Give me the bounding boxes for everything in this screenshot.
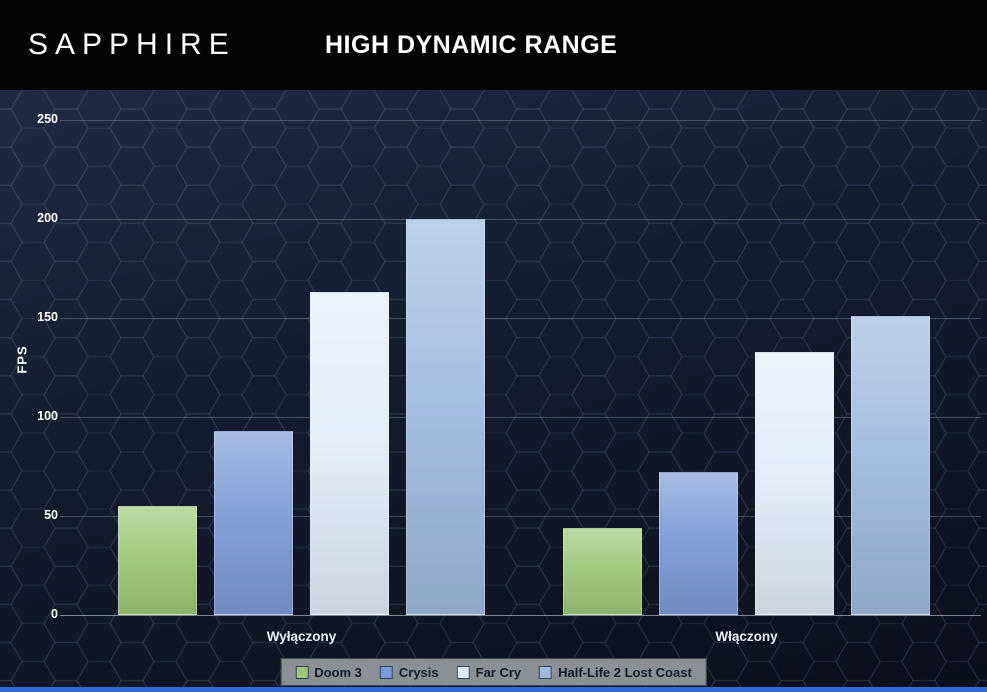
gridline [60, 516, 981, 517]
bar-far-cry [755, 351, 834, 615]
plot-area: Wyłączony Włączony [60, 120, 981, 644]
sapphire-logo: SAPPHIRE [28, 28, 236, 61]
bar-half-life-2-lost-coast [406, 219, 485, 615]
legend-swatch-icon [295, 665, 309, 679]
gridline [60, 120, 981, 121]
legend-label: Crysis [398, 664, 439, 680]
legend-item: Half-Life 2 Lost Coast [539, 665, 692, 680]
bottom-accent-bar [0, 687, 987, 692]
y-tick-label: 250 [37, 112, 58, 126]
chart-region: FPS 0 50 100 150 200 250 Wyłączony Włączony Do… [0, 90, 987, 692]
legend-label: Half-Life 2 Lost Coast [558, 664, 692, 680]
header: SAPPHIRE HIGH DYNAMIC RANGE [0, 0, 987, 90]
bar-doom-3 [118, 506, 197, 615]
legend-swatch-icon [539, 665, 553, 679]
gridline [60, 417, 981, 418]
bar-doom-3 [563, 527, 642, 615]
legend-swatch-icon [456, 665, 470, 679]
legend-item: Far Cry [456, 664, 522, 680]
y-tick-label: 50 [44, 508, 58, 522]
page-title: HIGH DYNAMIC RANGE [325, 30, 618, 59]
bar-crysis [214, 430, 293, 615]
category-label: Włączony [715, 629, 778, 644]
y-tick-label: 200 [37, 211, 58, 225]
bar-half-life-2-lost-coast [851, 316, 930, 615]
legend-label: Far Cry [475, 664, 522, 680]
bar-crysis [659, 472, 738, 615]
gridline [60, 219, 981, 220]
gridline [60, 615, 981, 616]
gridline [60, 318, 981, 319]
y-tick-label: 150 [37, 310, 58, 324]
legend-item: Crysis [379, 664, 439, 680]
bar-group: Wyłączony [118, 120, 485, 644]
legend-swatch-icon [379, 665, 393, 679]
y-axis: 0 50 100 150 200 250 [10, 90, 58, 692]
bar-far-cry [310, 292, 389, 615]
legend-label: Doom 3 [314, 664, 362, 680]
legend: Doom 3 Crysis Far Cry Half-Life 2 Lost Coas… [280, 658, 707, 686]
legend-item: Doom 3 [295, 665, 362, 680]
category-label: Wyłączony [266, 629, 337, 644]
y-tick-label: 100 [37, 409, 58, 423]
y-tick-label: 0 [51, 607, 58, 621]
bar-group: Włączony [563, 120, 930, 644]
